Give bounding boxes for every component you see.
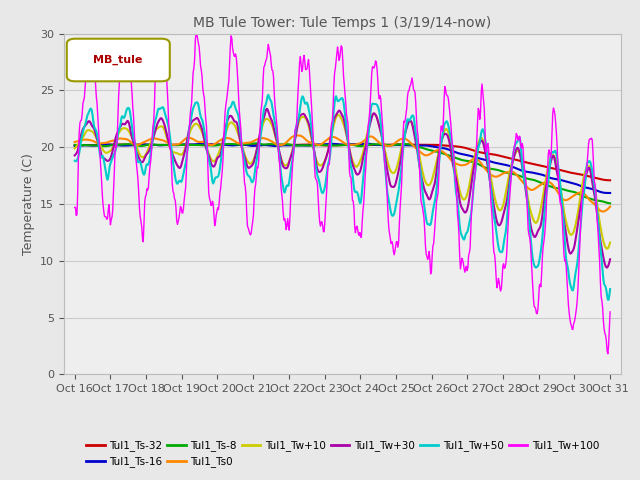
Tul1_Tw+10 <box>604 246 611 252</box>
Line: Tul1_Tw+10: Tul1_Tw+10 <box>75 114 610 249</box>
Tul1_Tw+50 <box>408 113 416 119</box>
Tul1_Tw+100 <box>604 351 612 357</box>
Tul1_Tw+50 <box>190 104 198 109</box>
Tul1_Ts-8 <box>81 142 88 148</box>
Line: Tul1_Tw+30: Tul1_Tw+30 <box>75 109 610 267</box>
Text: MB_tule: MB_tule <box>93 55 143 65</box>
Tul1_Tw+30 <box>263 106 271 112</box>
Tul1_Ts0 <box>190 137 198 143</box>
Tul1_Tw+100 <box>606 309 614 315</box>
Tul1_Tw+100 <box>408 75 416 81</box>
Tul1_Ts0 <box>218 136 226 142</box>
Tul1_Tw+30 <box>81 124 88 130</box>
Tul1_Tw+100 <box>219 158 227 164</box>
Line: Tul1_Ts-8: Tul1_Ts-8 <box>75 144 610 204</box>
Tul1_Ts-32 <box>81 142 88 148</box>
Tul1_Tw+50 <box>81 124 88 130</box>
Tul1_Ts-8 <box>424 147 431 153</box>
Title: MB Tule Tower: Tule Temps 1 (3/19/14-now): MB Tule Tower: Tule Temps 1 (3/19/14-now… <box>193 16 492 30</box>
Tul1_Tw+10 <box>408 121 416 127</box>
Tul1_Ts-16 <box>605 190 613 196</box>
Tul1_Tw+10 <box>81 132 88 137</box>
Tul1_Ts-32 <box>606 178 614 183</box>
Tul1_Ts0 <box>408 142 416 147</box>
Tul1_Ts0 <box>81 137 88 143</box>
Tul1_Tw+30 <box>71 153 79 158</box>
Tul1_Tw+10 <box>190 122 198 128</box>
Line: Tul1_Tw+50: Tul1_Tw+50 <box>75 95 610 300</box>
Tul1_Ts-16 <box>408 143 416 148</box>
Tul1_Ts-8 <box>190 142 198 148</box>
Tul1_Tw+10 <box>218 141 226 146</box>
Tul1_Tw+30 <box>136 156 143 162</box>
Line: Tul1_Ts-16: Tul1_Ts-16 <box>75 144 610 193</box>
Tul1_Tw+50 <box>264 92 272 98</box>
Tul1_Ts0 <box>599 209 607 215</box>
Tul1_Tw+30 <box>408 120 416 126</box>
FancyBboxPatch shape <box>67 39 170 81</box>
Tul1_Ts-32 <box>408 142 416 148</box>
Tul1_Tw+50 <box>71 158 79 164</box>
Tul1_Ts-32 <box>394 142 402 147</box>
Tul1_Tw+30 <box>218 144 226 149</box>
Tul1_Tw+10 <box>424 182 431 188</box>
Tul1_Ts-16 <box>363 141 371 146</box>
Line: Tul1_Ts-32: Tul1_Ts-32 <box>75 144 610 180</box>
Tul1_Tw+50 <box>606 286 614 292</box>
Tul1_Tw+100 <box>190 66 198 72</box>
Tul1_Tw+100 <box>71 204 79 210</box>
Tul1_Tw+50 <box>218 148 226 154</box>
Tul1_Tw+100 <box>81 94 88 100</box>
Tul1_Ts-8 <box>71 142 79 148</box>
Tul1_Tw+10 <box>370 111 378 117</box>
Line: Tul1_Tw+100: Tul1_Tw+100 <box>75 34 610 354</box>
Tul1_Ts-16 <box>81 143 88 148</box>
Tul1_Ts-32 <box>136 142 143 147</box>
Legend: Tul1_Ts-32, Tul1_Ts-16, Tul1_Ts-8, Tul1_Ts0, Tul1_Tw+10, Tul1_Tw+30, Tul1_Tw+50,: Tul1_Ts-32, Tul1_Ts-16, Tul1_Ts-8, Tul1_… <box>82 436 603 471</box>
Tul1_Ts-8 <box>606 201 614 206</box>
Tul1_Tw+10 <box>136 151 143 157</box>
Tul1_Ts0 <box>606 204 614 209</box>
Tul1_Ts0 <box>71 139 79 145</box>
Tul1_Tw+10 <box>606 240 614 245</box>
Tul1_Tw+50 <box>605 297 612 303</box>
Tul1_Ts0 <box>424 152 431 158</box>
Tul1_Tw+30 <box>606 256 614 262</box>
Tul1_Ts-16 <box>190 142 198 147</box>
Tul1_Ts-8 <box>408 142 416 148</box>
Tul1_Ts-16 <box>71 143 79 149</box>
Tul1_Ts-32 <box>190 142 198 148</box>
Tul1_Ts-8 <box>136 143 143 149</box>
Tul1_Ts-16 <box>218 142 226 148</box>
Tul1_Tw+10 <box>71 145 79 151</box>
Tul1_Tw+100 <box>192 31 200 36</box>
Tul1_Ts-16 <box>606 190 614 196</box>
Tul1_Tw+50 <box>136 158 143 164</box>
Tul1_Ts-8 <box>218 142 226 147</box>
Tul1_Ts-16 <box>136 142 143 147</box>
Tul1_Ts-32 <box>218 142 226 147</box>
Tul1_Tw+30 <box>424 194 431 200</box>
Tul1_Ts-32 <box>71 142 79 148</box>
Tul1_Tw+30 <box>190 117 198 123</box>
Y-axis label: Temperature (C): Temperature (C) <box>22 153 35 255</box>
Tul1_Ts-32 <box>424 142 431 148</box>
Tul1_Tw+30 <box>604 264 611 270</box>
Tul1_Ts-16 <box>424 143 431 149</box>
Tul1_Ts0 <box>136 142 143 147</box>
Tul1_Tw+100 <box>136 205 143 211</box>
Tul1_Ts-8 <box>253 141 260 146</box>
Tul1_Tw+100 <box>424 256 431 262</box>
Tul1_Ts0 <box>294 132 302 138</box>
Tul1_Tw+50 <box>424 221 431 227</box>
Line: Tul1_Ts0: Tul1_Ts0 <box>75 135 610 212</box>
